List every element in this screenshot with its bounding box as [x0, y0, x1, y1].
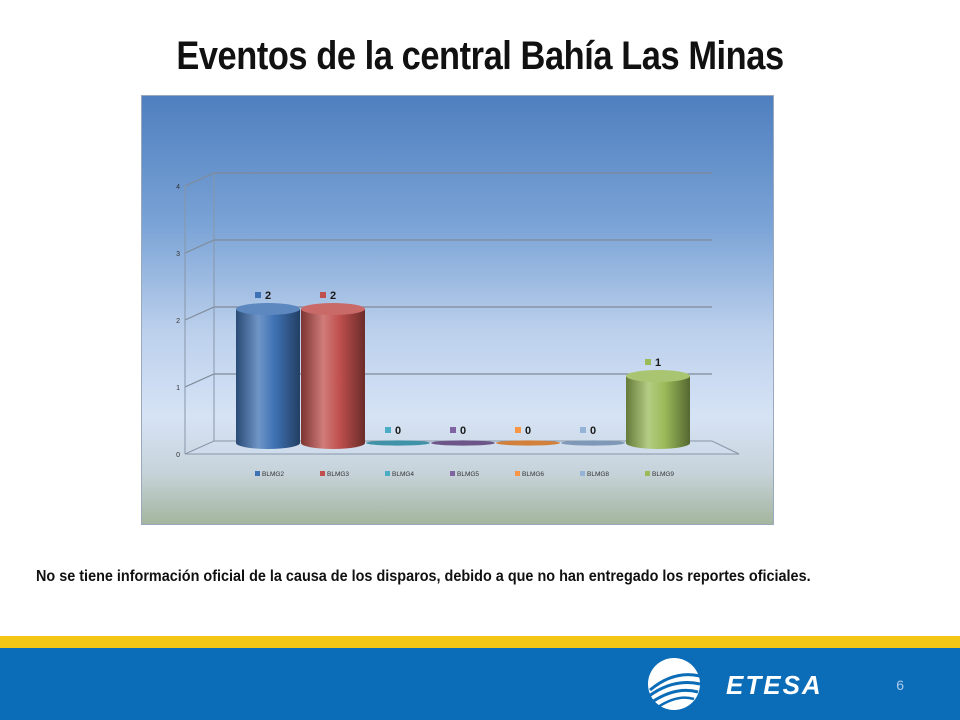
bar-blmg9 [626, 376, 690, 449]
bar-blmg2 [236, 309, 300, 449]
y-tick-label: 0 [176, 452, 180, 459]
legend-item: BLMG6 [522, 471, 544, 478]
legend-swatch [645, 471, 650, 476]
slide-title: Eventos de la central Bahía Las Minas [176, 34, 784, 78]
data-label: 2 [330, 290, 336, 302]
data-label: 2 [265, 290, 271, 302]
data-label-marker [450, 427, 456, 433]
legend-swatch [580, 471, 585, 476]
data-label: 0 [525, 425, 531, 437]
legend-swatch [515, 471, 520, 476]
data-label-marker [515, 427, 521, 433]
globe-icon [648, 658, 701, 710]
note-text: No se tiene información oficial de la ca… [36, 568, 811, 585]
bar-top-blmg9 [626, 370, 690, 382]
data-label: 0 [460, 425, 466, 437]
data-label: 0 [590, 425, 596, 437]
legend-item: BLMG3 [327, 471, 349, 478]
y-tick-label: 2 [176, 318, 180, 325]
data-label-marker [255, 292, 261, 298]
gridline [184, 239, 712, 254]
logo-wordmark: ETESA [726, 670, 823, 700]
bar-blmg3 [301, 309, 365, 449]
legend-item: BLMG2 [262, 471, 284, 478]
legend-item: BLMG4 [392, 471, 414, 478]
data-label-marker [580, 427, 586, 433]
data-label-marker [645, 359, 651, 365]
legend-swatch [320, 471, 325, 476]
bar-top-blmg3 [301, 303, 365, 315]
legend-item: BLMG8 [587, 471, 609, 478]
bar-top-blmg2 [236, 303, 300, 315]
footer-band [0, 648, 960, 720]
chart-svg: 0 1 2 3 4 2 2 0 0 0 0 1 BLMG2 BLMG3 BLMG4 BLMG5 BLMG6 BLM… [176, 172, 740, 478]
gridline [184, 172, 712, 187]
bar-blmg8 [561, 440, 625, 446]
data-label-marker [320, 292, 326, 298]
footer-accent-line [0, 636, 960, 648]
data-label-marker [385, 427, 391, 433]
legend-item: BLMG9 [652, 471, 674, 478]
bar-blmg5 [431, 440, 495, 446]
page-number: 6 [896, 677, 904, 693]
data-label: 0 [395, 425, 401, 437]
legend-item: BLMG5 [457, 471, 479, 478]
etesa-logo: ETESA [648, 658, 823, 710]
legend-swatch [255, 471, 260, 476]
legend-swatch [385, 471, 390, 476]
legend-swatch [450, 471, 455, 476]
y-tick-label: 1 [176, 385, 180, 392]
bar-blmg4 [366, 440, 430, 446]
chart-area: 0 1 2 3 4 2 2 0 0 0 0 1 BLMG2 BLMG3 BLMG4 BLMG5 BLMG6 BLM… [141, 95, 774, 525]
bar-blmg6 [496, 440, 560, 446]
y-tick-label: 3 [176, 251, 180, 258]
y-tick-label: 4 [176, 184, 180, 191]
data-label: 1 [655, 357, 661, 369]
